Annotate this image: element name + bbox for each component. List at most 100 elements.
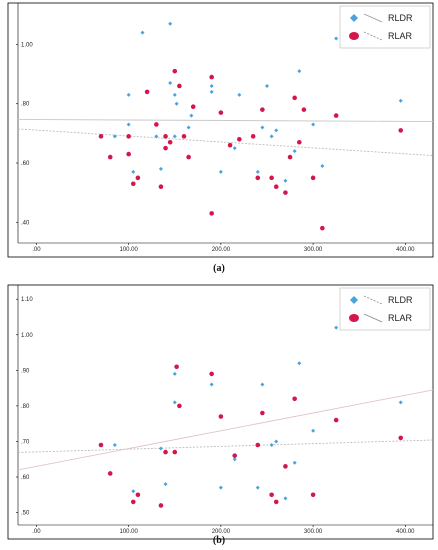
legend [339,5,431,49]
point-rlar [333,417,339,423]
point-rlar [398,128,404,133]
point-rlar [255,442,261,448]
point-rldr [260,382,265,387]
y-tick-label: .60 [21,475,30,481]
point-rldr [255,485,260,490]
point-rldr [274,128,279,133]
chart-a: .40 .60 .80 1.00 .00 100.00 200.00 300.00 400.00… [7,2,434,258]
point-rldr [131,169,136,174]
point-rlar [301,107,307,112]
point-rldr [186,125,191,130]
point-rlar [283,190,288,195]
y-tick-label: .60 [21,161,30,167]
point-rldr [168,21,173,26]
point-rlar [154,122,159,127]
point-rlar [273,499,279,505]
point-rlar [269,492,274,498]
point-rlar [209,211,214,216]
point-rldr [112,134,117,139]
point-rldr [218,485,223,490]
point-rlar [398,435,404,441]
point-rldr [283,496,288,501]
point-rlar [255,175,261,181]
point-rldr [283,178,288,183]
y-tick-label: 1.00 [21,42,33,48]
point-rldr [172,371,177,376]
point-rldr [334,36,339,41]
x-tick-label: 300.00 [304,529,323,535]
y-tick-label: .40 [21,220,30,226]
point-rlar [177,83,182,89]
point-rlar [250,134,256,139]
legend-line-rldr [363,13,383,23]
point-rlar [209,371,214,377]
point-rlar [218,110,224,115]
legend-line-rlar [363,313,383,323]
point-rldr [126,122,131,127]
point-rldr [158,446,163,451]
point-rlar [296,139,302,145]
point-rldr [311,428,316,433]
point-rlar [158,503,164,508]
point-rlar [260,107,265,112]
legend-label-rldr: RLDR [388,295,413,305]
x-tick-label: 300.00 [304,247,323,253]
point-rldr [168,81,173,85]
point-rldr [126,92,131,97]
point-rlar [163,449,168,455]
point-rldr [292,460,297,465]
point-rlar [135,175,141,181]
x-tick-label: 400.00 [396,247,415,253]
fit-line-rldr [17,439,434,453]
x-tick-label: 100.00 [119,529,138,535]
y-tick-label: 1.10 [21,297,33,303]
point-rldr [311,122,316,127]
point-rlar [186,154,191,160]
y-tick-label: .90 [21,368,30,374]
legend [339,287,431,331]
point-rlar [181,134,187,139]
y-tick-label: .80 [21,102,30,108]
point-rldr [232,457,237,462]
point-rlar [292,396,297,402]
point-rldr [163,482,168,487]
y-tick-label: .50 [21,511,30,517]
point-rldr [112,443,117,447]
x-tick-label: 200.00 [212,529,231,535]
point-rldr [274,439,279,444]
point-rldr [131,489,136,494]
point-rldr [297,361,302,366]
point-rldr [260,125,265,130]
chart-b: .50 .60 .70 .80 .90 1.00 1.10 .00 100.00 200.00 30… [7,284,434,540]
x-tick-label: 100.00 [119,247,138,253]
legend-label-rlar: RLAR [388,31,413,41]
point-rlar [227,142,233,148]
point-rlar [177,403,182,409]
point-rlar [98,442,104,448]
point-rldr [398,400,403,405]
fit-line-rlar [17,128,434,157]
x-tick-label: 200.00 [212,247,231,253]
point-rldr [172,92,177,97]
point-rlar [174,364,179,370]
point-rlar [287,154,293,160]
y-tick-label: .70 [21,439,30,445]
point-rldr [172,134,177,139]
point-rlar [158,184,164,190]
point-rlar [126,134,131,139]
point-rlar [218,414,224,419]
point-rlar [107,471,113,476]
point-rlar [320,225,325,231]
point-rlar [237,136,242,142]
point-rldr [320,163,325,168]
point-rlar [163,134,168,139]
point-rldr [172,400,177,405]
point-rldr [269,443,274,447]
point-rlar [260,410,265,416]
point-rldr [297,69,302,74]
point-rldr [140,30,145,35]
point-rlar [310,175,316,181]
point-rldr [334,325,339,330]
point-rlar [130,181,136,187]
point-rlar [310,492,316,498]
